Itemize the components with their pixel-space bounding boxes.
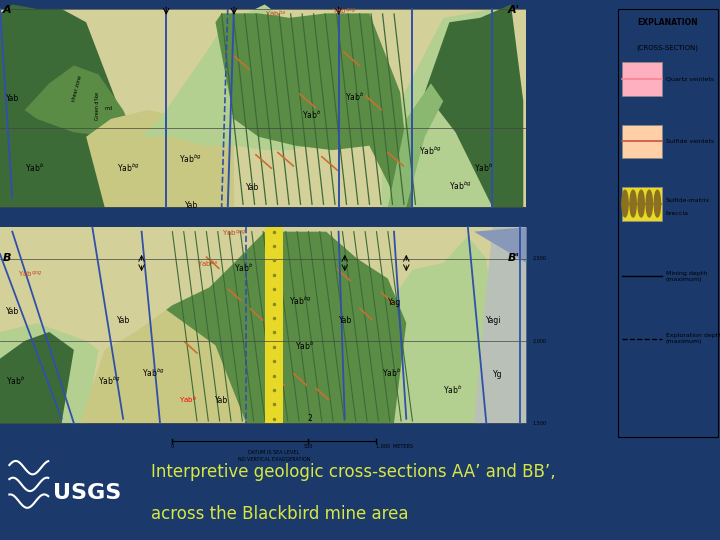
Polygon shape xyxy=(425,4,523,207)
Text: 0: 0 xyxy=(171,444,174,449)
Text: Exploration depth
(maximum): Exploration depth (maximum) xyxy=(666,333,720,344)
Text: Yab$^b$: Yab$^b$ xyxy=(382,366,401,379)
Bar xyxy=(622,125,662,158)
Text: Yab$^b$: Yab$^b$ xyxy=(302,109,321,121)
Text: 2,500: 2,500 xyxy=(533,256,546,261)
Text: 1,500: 1,500 xyxy=(533,421,546,426)
Text: Yab: Yab xyxy=(6,94,19,103)
Polygon shape xyxy=(0,332,74,423)
Text: Yab$^{bg}$: Yab$^{bg}$ xyxy=(418,144,441,157)
Circle shape xyxy=(646,190,652,217)
Bar xyxy=(0,227,526,423)
Text: Yab$^b$: Yab$^b$ xyxy=(474,162,493,174)
Polygon shape xyxy=(0,4,166,207)
Text: B': B' xyxy=(508,253,520,263)
Text: Yab$^b$: Yab$^b$ xyxy=(345,91,364,103)
Polygon shape xyxy=(474,227,526,423)
Text: Mining depth
(maximum): Mining depth (maximum) xyxy=(666,271,707,282)
Text: (CROSS-SECTION): (CROSS-SECTION) xyxy=(636,45,699,51)
Text: 2,000: 2,000 xyxy=(533,339,546,343)
Text: Yagi: Yagi xyxy=(486,316,502,325)
Text: Yab: Yab xyxy=(246,183,259,192)
Text: Yab$^{ba}$: Yab$^{ba}$ xyxy=(197,259,218,270)
Text: Yag: Yag xyxy=(388,298,401,307)
Text: shear zone: shear zone xyxy=(71,75,83,102)
Text: md: md xyxy=(104,106,112,111)
Text: Yg: Yg xyxy=(492,369,502,379)
Text: Yab$^{bg}$: Yab$^{bg}$ xyxy=(289,295,312,307)
Text: Yab: Yab xyxy=(215,396,229,405)
Text: Interpretive geologic cross-sections AA’ and BB’,: Interpretive geologic cross-sections AA’… xyxy=(151,463,556,481)
Text: Yab$^{qog}$: Yab$^{qog}$ xyxy=(222,228,246,238)
Circle shape xyxy=(622,190,628,217)
Text: breccia: breccia xyxy=(666,211,689,217)
Text: Yab$^b$: Yab$^b$ xyxy=(24,162,44,174)
Text: Yab$^{ba}$: Yab$^{ba}$ xyxy=(265,9,286,21)
Polygon shape xyxy=(382,9,523,207)
Circle shape xyxy=(630,190,636,217)
Polygon shape xyxy=(474,227,526,263)
Text: Yab: Yab xyxy=(117,316,130,325)
Polygon shape xyxy=(142,4,338,150)
Text: Yab: Yab xyxy=(6,307,19,316)
Text: Yab: Yab xyxy=(338,316,352,325)
Text: Yab$^b$: Yab$^b$ xyxy=(179,394,197,406)
Text: Yab$^{bg}$: Yab$^{bg}$ xyxy=(99,375,122,387)
Polygon shape xyxy=(80,296,277,423)
Polygon shape xyxy=(215,14,413,207)
Bar xyxy=(0,9,526,207)
Text: Yab$^b$: Yab$^b$ xyxy=(295,340,315,352)
Polygon shape xyxy=(382,83,444,207)
Text: A': A' xyxy=(508,5,520,15)
Text: Yab$^{bg}$: Yab$^{bg}$ xyxy=(449,180,472,192)
Text: Yab$^{qog}$: Yab$^{qog}$ xyxy=(19,268,42,279)
Text: USGS: USGS xyxy=(53,483,121,503)
Polygon shape xyxy=(265,227,283,423)
Text: across the Blackbird mine area: across the Blackbird mine area xyxy=(151,504,409,523)
Polygon shape xyxy=(0,396,62,423)
Polygon shape xyxy=(24,65,135,137)
Text: Yab$^{bg}$: Yab$^{bg}$ xyxy=(179,153,202,165)
Text: 1,000  METERS: 1,000 METERS xyxy=(376,444,413,449)
Circle shape xyxy=(654,190,660,217)
Text: 2: 2 xyxy=(308,414,312,423)
Text: B: B xyxy=(3,253,12,263)
Text: EXPLANATION: EXPLANATION xyxy=(637,18,698,27)
Polygon shape xyxy=(166,232,406,423)
Bar xyxy=(622,187,662,220)
Bar xyxy=(622,63,662,96)
Text: Yab$^{bg}$: Yab$^{bg}$ xyxy=(142,366,164,379)
Text: Yab$^{qog}$: Yab$^{qog}$ xyxy=(333,5,356,16)
Text: DATUM IS SEA LEVEL: DATUM IS SEA LEVEL xyxy=(248,450,300,455)
Polygon shape xyxy=(86,110,234,207)
Text: Sulfide veinlets: Sulfide veinlets xyxy=(666,139,714,144)
Text: Yab$^b$: Yab$^b$ xyxy=(234,261,253,274)
Text: Green d'Ike: Green d'Ike xyxy=(96,92,100,120)
Text: Quartz veinlets: Quartz veinlets xyxy=(666,76,714,82)
Circle shape xyxy=(638,190,644,217)
Text: A: A xyxy=(3,5,12,15)
Text: Yab$^b$: Yab$^b$ xyxy=(444,384,463,396)
Text: Sulfide-matrix: Sulfide-matrix xyxy=(666,198,710,203)
Text: NO VERTICAL EXAGGERATION: NO VERTICAL EXAGGERATION xyxy=(238,457,310,462)
Text: 500: 500 xyxy=(303,444,312,449)
Text: Yab$^b$: Yab$^b$ xyxy=(6,375,26,387)
Text: Yab$^{bg}$: Yab$^{bg}$ xyxy=(117,162,140,174)
Text: Yab: Yab xyxy=(184,201,198,210)
Polygon shape xyxy=(0,323,99,423)
Polygon shape xyxy=(369,236,492,423)
